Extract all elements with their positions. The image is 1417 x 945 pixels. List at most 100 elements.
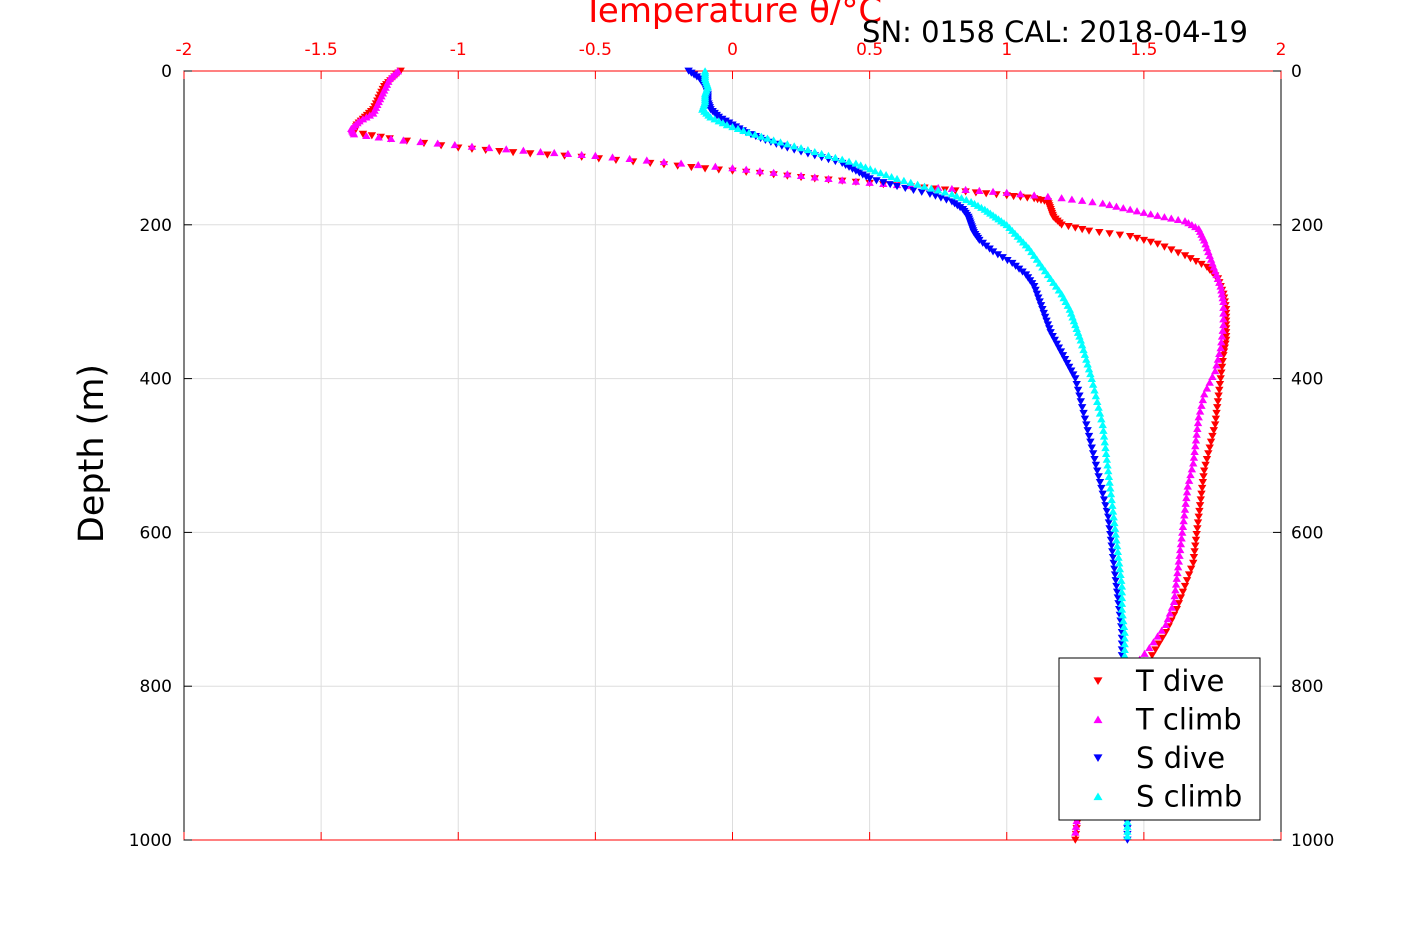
data-point [957, 194, 966, 202]
data-point [642, 156, 651, 164]
data-point [1016, 190, 1025, 198]
data-point [591, 151, 600, 159]
data-point [1088, 450, 1098, 458]
data-point [367, 132, 377, 140]
legend-label: S dive [1136, 741, 1225, 775]
data-point [1057, 194, 1066, 202]
data-point [1200, 390, 1209, 398]
data-point [1189, 554, 1199, 562]
data-point [744, 128, 754, 136]
data-point [1213, 398, 1223, 406]
data-point [1106, 536, 1116, 544]
legend-marker [1093, 792, 1103, 801]
data-point [1086, 370, 1095, 378]
data-point [1218, 326, 1227, 334]
data-point [1191, 257, 1201, 266]
data-point [1125, 232, 1135, 241]
data-point [783, 170, 792, 178]
data-point [1112, 536, 1121, 544]
y-tick-label-left: 1000 [129, 831, 172, 851]
data-point [817, 149, 826, 158]
data-point [1174, 600, 1184, 608]
data-point [936, 194, 946, 202]
data-point [1104, 513, 1113, 521]
data-point [1154, 640, 1164, 648]
y-tick-label-right: 600 [1291, 523, 1323, 543]
data-point [1167, 603, 1177, 611]
data-point [838, 176, 847, 184]
data-point [1095, 228, 1104, 237]
data-point [1120, 645, 1129, 654]
data-point [1104, 519, 1114, 527]
data-point [796, 171, 806, 179]
data-point [1167, 214, 1176, 222]
data-point [1105, 230, 1114, 238]
data-point [1094, 473, 1103, 481]
data-point [1062, 359, 1072, 367]
data-point [1175, 551, 1184, 559]
data-point [1160, 213, 1169, 221]
y-tick-label-right: 0 [1291, 62, 1302, 82]
data-point [1090, 386, 1099, 394]
data-point [362, 131, 371, 139]
data-point [1113, 594, 1123, 602]
data-point [1213, 355, 1223, 363]
data-point [1123, 817, 1132, 826]
data-point [1182, 488, 1192, 496]
data-point [1191, 442, 1200, 450]
data-point [1165, 609, 1175, 617]
data-point [1217, 338, 1226, 346]
data-point [1218, 294, 1227, 302]
data-point [855, 169, 864, 177]
data-point [1117, 599, 1127, 607]
data-point [925, 190, 935, 198]
data-point [1190, 548, 1199, 556]
data-point [1105, 478, 1114, 486]
data-point [1177, 534, 1186, 542]
y-tick-label-left: 800 [140, 677, 172, 697]
legend-marker [1093, 677, 1103, 686]
data-point [1219, 320, 1228, 329]
y-tick-label-right: 400 [1291, 370, 1323, 390]
x-tick-label: -1 [450, 40, 467, 60]
data-point [1139, 208, 1149, 216]
data-point [803, 146, 813, 154]
data-point [1178, 522, 1188, 530]
data-point [1195, 507, 1204, 516]
data-point [1046, 329, 1055, 337]
data-point [1210, 421, 1220, 429]
data-point [1117, 576, 1126, 584]
data-point [1072, 381, 1081, 389]
y-tick-label-right: 800 [1291, 677, 1323, 697]
data-point [1198, 479, 1208, 487]
data-point [899, 176, 909, 184]
data-point [1217, 290, 1227, 298]
data-point [1187, 465, 1197, 473]
legend: T dive T climb S dive S climb [1058, 657, 1261, 821]
data-point [1088, 198, 1097, 206]
data-point [1099, 426, 1108, 434]
legend-label: T dive [1135, 664, 1224, 698]
data-point [881, 171, 891, 179]
data-point [1035, 298, 1044, 306]
data-point [909, 186, 918, 194]
data-point [1157, 626, 1166, 634]
data-point [872, 177, 881, 185]
data-point [1082, 421, 1091, 429]
data-point [1197, 490, 1206, 498]
data-point [577, 150, 586, 158]
data-point [861, 163, 870, 171]
data-point [1217, 286, 1226, 294]
data-point [1066, 367, 1076, 375]
data-point [750, 130, 760, 138]
data-point [810, 173, 819, 181]
data-point [1099, 432, 1109, 440]
data-point [1173, 249, 1183, 257]
data-point [1219, 297, 1228, 306]
data-point [844, 157, 854, 165]
data-point [1191, 536, 1201, 544]
data-point [1181, 499, 1190, 507]
data-point [1146, 238, 1155, 246]
data-point [1057, 221, 1066, 229]
